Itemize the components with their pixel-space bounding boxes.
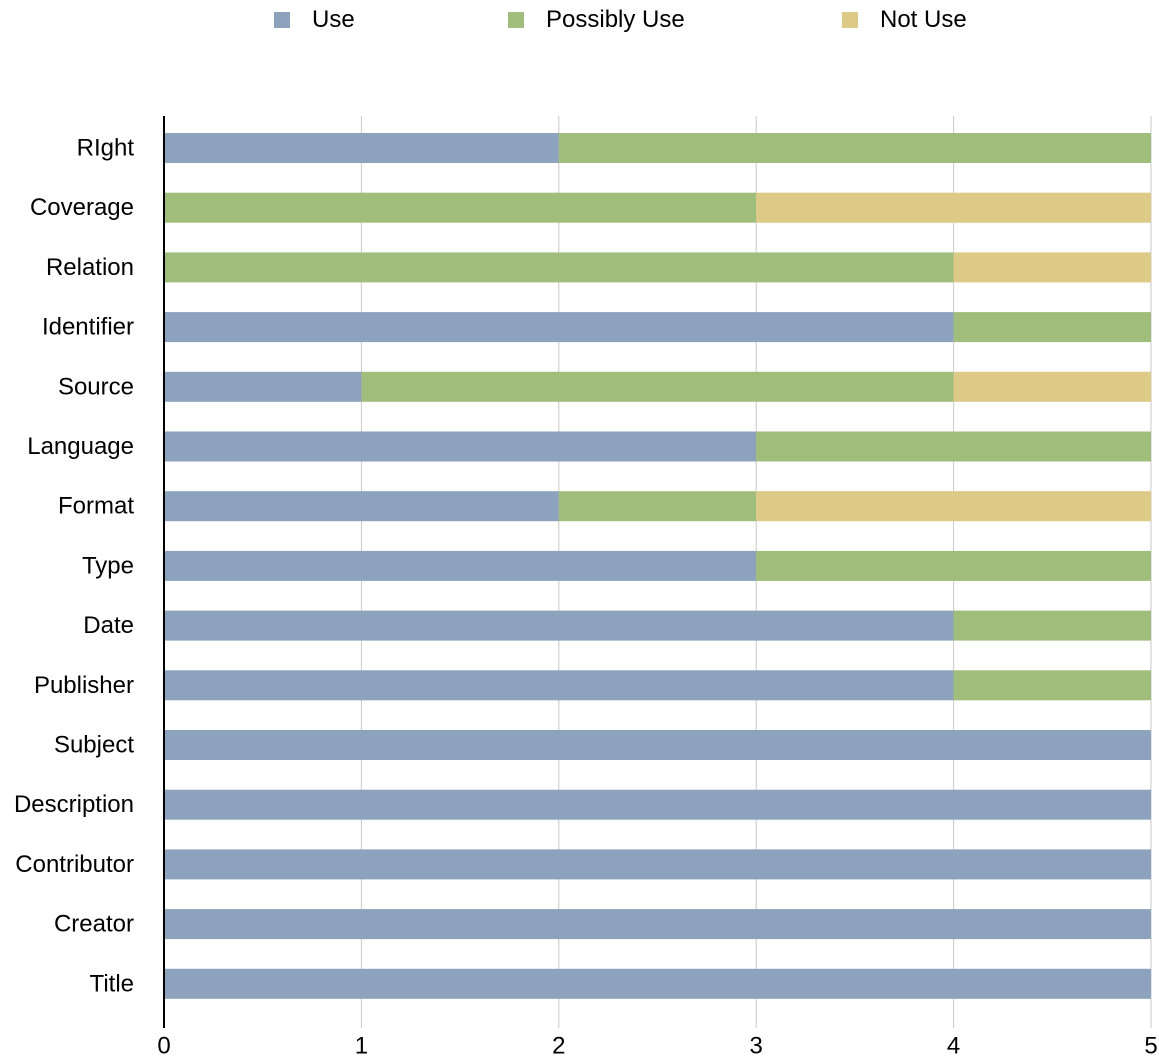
y-tick-label: Source (58, 373, 134, 400)
legend-item-possibly-use: Possibly Use (508, 4, 685, 36)
bar-not-use-format (756, 491, 1151, 522)
y-tick-label: Format (58, 493, 134, 520)
legend-swatch-possibly-use (508, 12, 524, 28)
bar-use-creator (164, 909, 1151, 940)
bar-possibly-use-relation (164, 252, 954, 283)
x-tick-label-4: 4 (947, 1033, 960, 1057)
y-tick-label: Type (82, 552, 134, 579)
y-tick-label: Identifier (42, 314, 134, 341)
bar-use-title (164, 968, 1151, 999)
y-tick-label: Description (14, 791, 134, 818)
legend-label-use: Use (312, 6, 355, 33)
bar-use-language (164, 431, 757, 462)
bar-use-format (164, 491, 559, 522)
y-tick-label: Publisher (34, 672, 134, 699)
bar-not-use-source (953, 371, 1151, 402)
bar-possibly-use-format (558, 491, 757, 522)
bar-use-source (164, 371, 362, 402)
x-axis-labels: 0 1 2 3 4 5 (157, 1033, 1157, 1057)
y-tick-label: Language (27, 433, 134, 460)
x-tick-label-1: 1 (355, 1033, 368, 1057)
y-tick-label: Title (90, 970, 134, 997)
x-tick-label-3: 3 (750, 1033, 763, 1057)
bar-use-type (164, 550, 757, 581)
legend-swatch-not-use (842, 12, 858, 28)
legend-item-use: Use (274, 4, 355, 36)
bar-use-publisher (164, 670, 954, 701)
y-tick-label: Coverage (30, 194, 134, 221)
y-tick-label: Date (83, 612, 134, 639)
y-tick-label: RIght (77, 135, 135, 162)
bar-possibly-use-type (756, 550, 1151, 581)
bar-use-subject (164, 730, 1151, 760)
bar-possibly-use-right (558, 133, 1151, 163)
bar-possibly-use-identifier (953, 312, 1151, 343)
bars (164, 133, 1151, 999)
bar-use-identifier (164, 312, 954, 343)
legend-label-not-use: Not Use (880, 6, 967, 33)
bar-possibly-use-publisher (953, 670, 1151, 701)
y-tick-label: Relation (46, 254, 134, 281)
y-axis-labels: RIght Coverage Relation Identifier Source Lan… (14, 135, 134, 998)
legend-swatch-use (274, 12, 290, 28)
legend-item-not-use: Not Use (842, 4, 967, 36)
legend: Use Possibly Use Not Use (0, 4, 1159, 36)
legend-label-possibly-use: Possibly Use (546, 6, 685, 33)
y-tick-label: Contributor (15, 851, 134, 878)
bar-use-right (164, 133, 559, 163)
bar-not-use-coverage (756, 192, 1151, 223)
bar-use-contributor (164, 849, 1151, 880)
bar-possibly-use-coverage (164, 192, 757, 223)
x-tick-label-5: 5 (1144, 1033, 1157, 1057)
bar-possibly-use-source (361, 371, 954, 402)
bar-use-date (164, 610, 954, 641)
y-tick-label: Subject (54, 732, 134, 759)
y-tick-label: Creator (54, 911, 134, 938)
bar-possibly-use-date (953, 610, 1151, 641)
bar-possibly-use-language (756, 431, 1151, 462)
x-tick-label-2: 2 (552, 1033, 565, 1057)
x-tick-label-0: 0 (157, 1033, 170, 1057)
bar-not-use-relation (953, 252, 1151, 283)
bar-use-description (164, 789, 1151, 820)
